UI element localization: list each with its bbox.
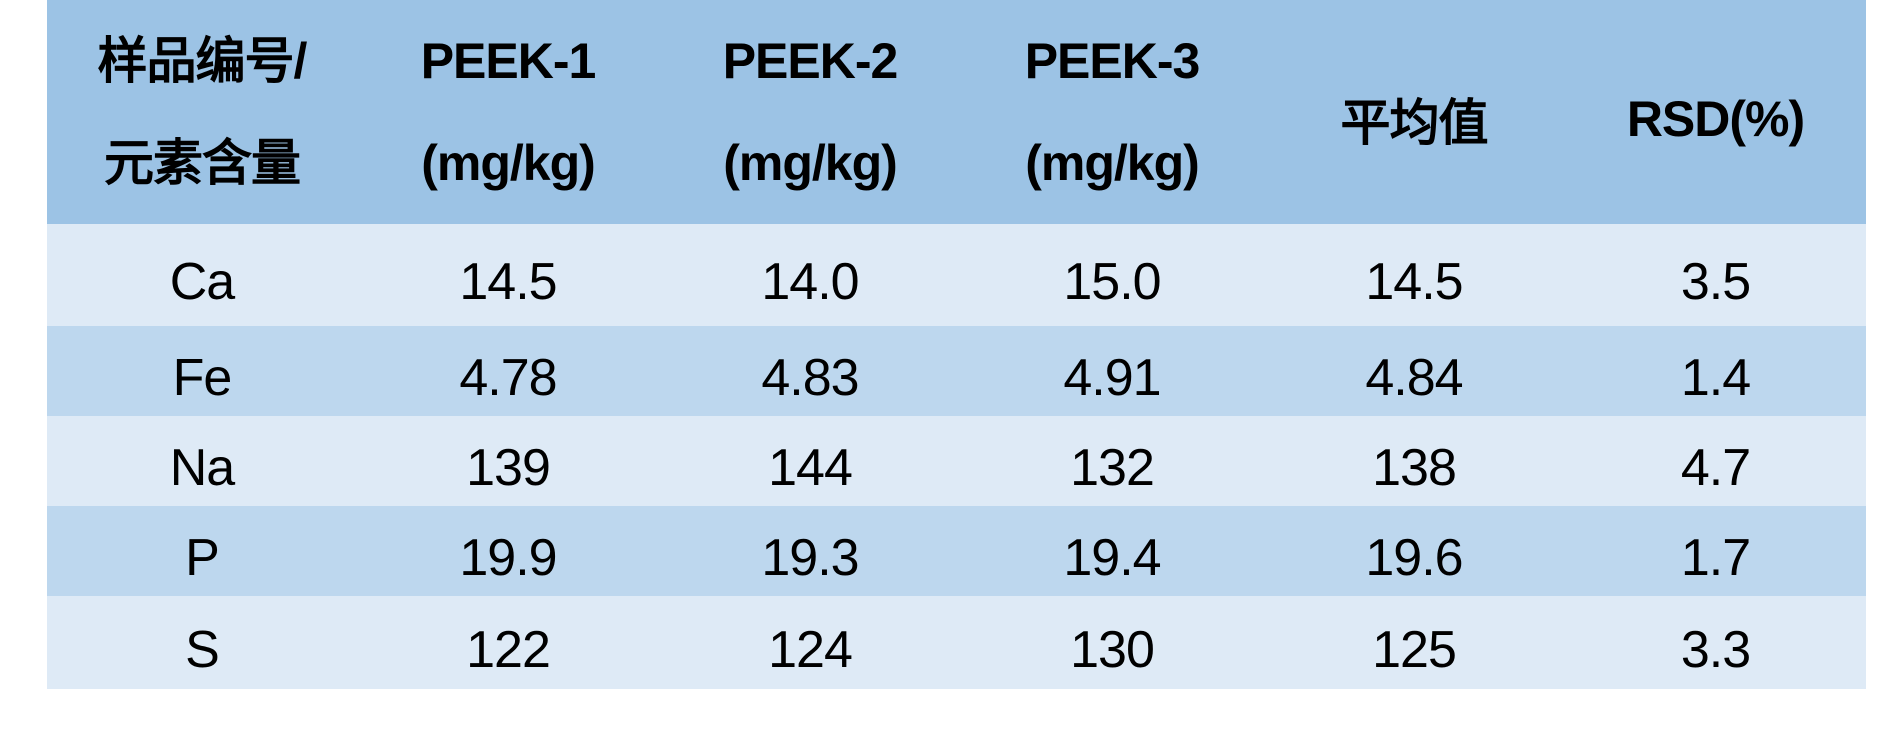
value-cell-mean: 19.6 xyxy=(1263,506,1565,596)
table-row-ca: Ca 14.5 14.0 15.0 14.5 3.5 xyxy=(47,224,1866,326)
value-cell-peek1: 19.9 xyxy=(357,506,659,596)
value-cell-peek2: 144 xyxy=(659,416,961,506)
header-cell-peek1: PEEK-1 (mg/kg) xyxy=(357,0,659,224)
value-cell-rsd: 3.3 xyxy=(1565,596,1866,689)
table-row-na: Na 139 144 132 138 4.7 xyxy=(47,416,1866,506)
header-cell-peek2: PEEK-2 (mg/kg) xyxy=(659,0,961,224)
header-mean-label: 平均值 xyxy=(1340,95,1489,151)
header-cell-rsd: RSD(%) xyxy=(1565,0,1866,224)
header-peek2-name: PEEK-2 xyxy=(722,33,899,89)
value-cell-peek1: 139 xyxy=(357,416,659,506)
value-cell-peek1: 14.5 xyxy=(357,224,659,326)
header-peek2-unit: (mg/kg) xyxy=(723,135,898,191)
value-cell-mean: 138 xyxy=(1263,416,1565,506)
value-cell-rsd: 4.7 xyxy=(1565,416,1866,506)
table-row-p: P 19.9 19.3 19.4 19.6 1.7 xyxy=(47,506,1866,596)
header-sample-line2: 元素含量 xyxy=(104,135,301,191)
value-cell-peek3: 130 xyxy=(961,596,1263,689)
element-cell: P xyxy=(47,506,357,596)
element-cell: Ca xyxy=(47,224,357,326)
value-cell-mean: 14.5 xyxy=(1263,224,1565,326)
value-cell-peek2: 14.0 xyxy=(659,224,961,326)
table-row-s: S 122 124 130 125 3.3 xyxy=(47,596,1866,689)
value-cell-rsd: 3.5 xyxy=(1565,224,1866,326)
value-cell-peek1: 4.78 xyxy=(357,326,659,416)
header-peek3-name: PEEK-3 xyxy=(1024,33,1201,89)
header-cell-mean: 平均值 xyxy=(1263,0,1565,224)
element-content-table: 样品编号/ 元素含量 PEEK-1 (mg/kg) PEEK-2 (mg/kg)… xyxy=(47,0,1866,689)
value-cell-rsd: 1.7 xyxy=(1565,506,1866,596)
element-cell: Fe xyxy=(47,326,357,416)
table-row-fe: Fe 4.78 4.83 4.91 4.84 1.4 xyxy=(47,326,1866,416)
value-cell-peek3: 19.4 xyxy=(961,506,1263,596)
value-cell-peek3: 4.91 xyxy=(961,326,1263,416)
value-cell-peek2: 4.83 xyxy=(659,326,961,416)
value-cell-peek3: 15.0 xyxy=(961,224,1263,326)
value-cell-rsd: 1.4 xyxy=(1565,326,1866,416)
header-peek3-unit: (mg/kg) xyxy=(1025,135,1200,191)
value-cell-mean: 4.84 xyxy=(1263,326,1565,416)
element-cell: S xyxy=(47,596,357,689)
header-cell-sample-id: 样品编号/ 元素含量 xyxy=(47,0,357,224)
header-cell-peek3: PEEK-3 (mg/kg) xyxy=(961,0,1263,224)
value-cell-peek2: 124 xyxy=(659,596,961,689)
table-header-row: 样品编号/ 元素含量 PEEK-1 (mg/kg) PEEK-2 (mg/kg)… xyxy=(47,0,1866,224)
value-cell-peek2: 19.3 xyxy=(659,506,961,596)
element-cell: Na xyxy=(47,416,357,506)
value-cell-peek1: 122 xyxy=(357,596,659,689)
value-cell-peek3: 132 xyxy=(961,416,1263,506)
header-peek1-unit: (mg/kg) xyxy=(421,135,596,191)
value-cell-mean: 125 xyxy=(1263,596,1565,689)
header-sample-line1: 样品编号/ xyxy=(97,33,308,89)
header-rsd-label: RSD(%) xyxy=(1626,91,1805,147)
header-peek1-name: PEEK-1 xyxy=(420,33,597,89)
